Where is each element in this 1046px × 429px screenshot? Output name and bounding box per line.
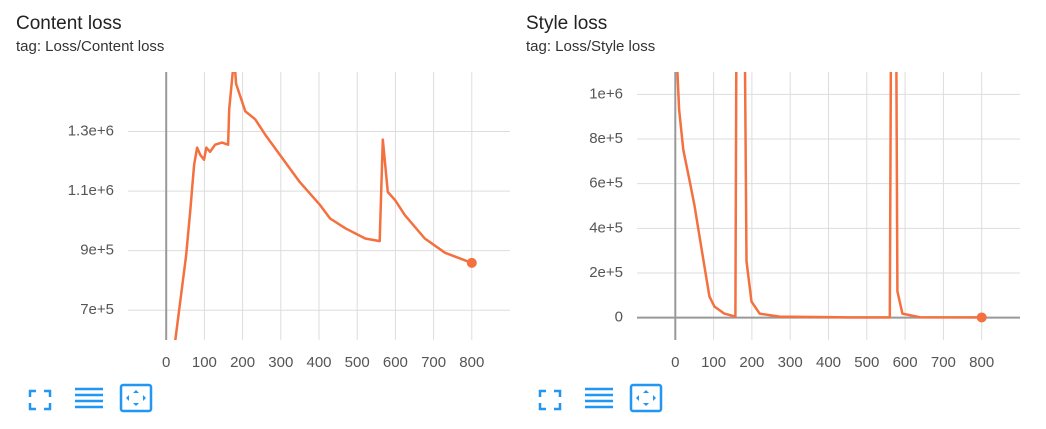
log-scale-icon[interactable] — [75, 387, 103, 409]
y-tick-label: 4e+5 — [589, 219, 623, 236]
icons-left[interactable] — [28, 383, 153, 413]
chart-title: Content loss — [16, 13, 122, 34]
x-tick-label: 200 — [739, 354, 764, 371]
y-tick-label: 0 — [615, 309, 623, 326]
loss-line — [676, 72, 982, 319]
x-tick-label: 600 — [383, 354, 408, 371]
icons-right[interactable] — [538, 383, 663, 413]
y-tick-label: 1.1e+6 — [68, 182, 114, 199]
chart-card: Style loss tag: Loss/Style loss 0 100 200 300… — [526, 13, 1020, 371]
x-tick-label: 500 — [854, 354, 879, 371]
y-tick-label: 8e+5 — [589, 130, 623, 147]
x-tick-label: 300 — [778, 354, 803, 371]
chart-title: Style loss — [526, 13, 607, 34]
chart-subtitle: tag: Loss/Style loss — [526, 38, 655, 55]
x-tick-label: 700 — [421, 354, 446, 371]
fit-arrows — [126, 390, 146, 406]
x-tick-label: 0 — [162, 354, 170, 371]
x-tick-label: 300 — [268, 354, 293, 371]
fit-domain-icon[interactable] — [119, 383, 153, 413]
y-tick-label: 6e+5 — [589, 175, 623, 192]
last-point — [976, 312, 987, 323]
last-point — [466, 257, 477, 268]
x-tick-label: 800 — [969, 354, 994, 371]
x-tick-label: 100 — [192, 354, 217, 371]
x-tick-label: 100 — [701, 354, 726, 371]
fit-arrows — [636, 390, 656, 406]
x-tick-label: 700 — [931, 354, 956, 371]
fullscreen-icon[interactable] — [538, 389, 562, 411]
y-tick-label: 1.3e+6 — [68, 123, 114, 140]
x-tick-label: 600 — [893, 354, 918, 371]
y-tick-label: 9e+5 — [80, 242, 114, 259]
x-tick-label: 400 — [306, 354, 331, 371]
loss-line — [174, 72, 473, 340]
fit-domain-icon[interactable] — [629, 383, 663, 413]
chart-subtitle: tag: Loss/Content loss — [16, 38, 164, 55]
chart-card: Content loss tag: Loss/Content loss 0 100 20… — [16, 13, 510, 371]
x-tick-label: 500 — [345, 354, 370, 371]
x-tick-label: 400 — [816, 354, 841, 371]
x-tick-label: 200 — [230, 354, 255, 371]
x-tick-label: 0 — [671, 354, 679, 371]
y-tick-label: 7e+5 — [80, 301, 114, 318]
log-scale-icon[interactable] — [585, 387, 613, 409]
y-tick-label: 1e+6 — [589, 85, 623, 102]
x-tick-label: 800 — [459, 354, 484, 371]
fullscreen-icon[interactable] — [28, 389, 52, 411]
y-tick-label: 2e+5 — [589, 264, 623, 281]
